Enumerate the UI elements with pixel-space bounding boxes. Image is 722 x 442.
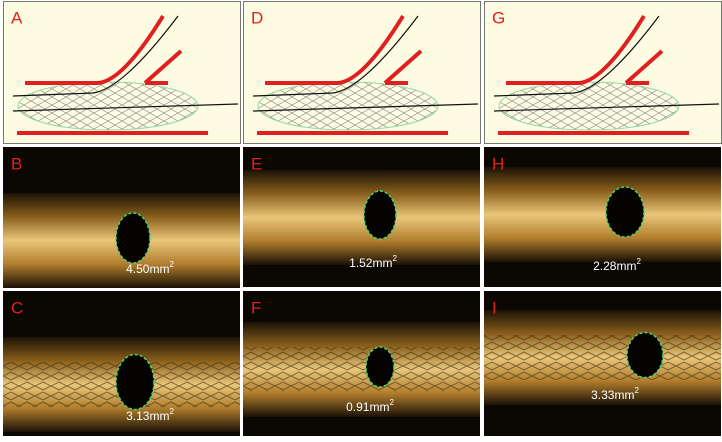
branch-wall	[624, 49, 664, 85]
panel-label: I	[492, 298, 497, 317]
lumen	[626, 331, 664, 379]
area-power: 2	[636, 257, 641, 266]
area-label: 4.50mm2	[126, 260, 174, 276]
guidewire	[252, 15, 419, 97]
panel-label: C	[11, 298, 23, 317]
area-value: 4.50mm	[126, 262, 169, 276]
area-power: 2	[392, 254, 397, 263]
guidewire	[252, 103, 479, 112]
lumen	[605, 186, 645, 238]
area-label: 1.52mm2	[349, 254, 397, 270]
panel-label: A	[11, 8, 23, 27]
branch-wall	[383, 49, 423, 85]
lumen	[363, 190, 397, 240]
area-power: 2	[169, 407, 174, 416]
panel: 0.91mm2 F	[243, 291, 480, 436]
area-value: 2.28mm	[593, 259, 636, 273]
area-value: 1.52mm	[349, 256, 392, 270]
panel-label: F	[251, 298, 261, 317]
panel: 1.52mm2 E	[243, 147, 480, 287]
area-value: 3.13mm	[126, 409, 169, 423]
panel: G	[484, 1, 722, 144]
area-value: 3.33mm	[591, 388, 634, 402]
area-label: 2.28mm2	[593, 257, 641, 273]
vessel-band	[484, 167, 721, 262]
panel-label: B	[11, 154, 22, 173]
panel-label: E	[251, 154, 262, 173]
lumen	[365, 346, 395, 388]
area-label: 3.33mm2	[591, 386, 639, 402]
area-label: 3.13mm2	[126, 407, 174, 423]
guidewire	[493, 15, 660, 97]
lumen	[115, 212, 151, 264]
panel: 3.33mm2 I	[484, 291, 721, 436]
panel: 3.13mm2 C	[3, 291, 240, 436]
guidewire	[12, 15, 179, 97]
area-power: 2	[389, 398, 394, 407]
panel-label: G	[492, 8, 505, 27]
vessel-wall	[506, 14, 646, 85]
guidewire	[12, 103, 239, 112]
vessel-band	[243, 170, 480, 265]
stent-struts	[243, 347, 480, 392]
area-power: 2	[634, 386, 639, 395]
area-value: 0.91mm	[346, 400, 389, 414]
panel: 2.28mm2 H	[484, 147, 721, 287]
panel: A	[3, 1, 241, 144]
vessel-wall	[25, 14, 165, 85]
guidewire	[493, 103, 720, 112]
panel-label: H	[492, 154, 504, 173]
branch-wall	[143, 49, 183, 85]
stent-struts	[484, 335, 721, 380]
area-power: 2	[169, 260, 174, 269]
panel: D	[243, 1, 481, 144]
panel-label: D	[251, 8, 263, 27]
lumen	[115, 353, 155, 411]
vessel-wall	[265, 14, 405, 85]
area-label: 0.91mm2	[346, 398, 394, 414]
panel: 4.50mm2 B	[3, 147, 240, 288]
